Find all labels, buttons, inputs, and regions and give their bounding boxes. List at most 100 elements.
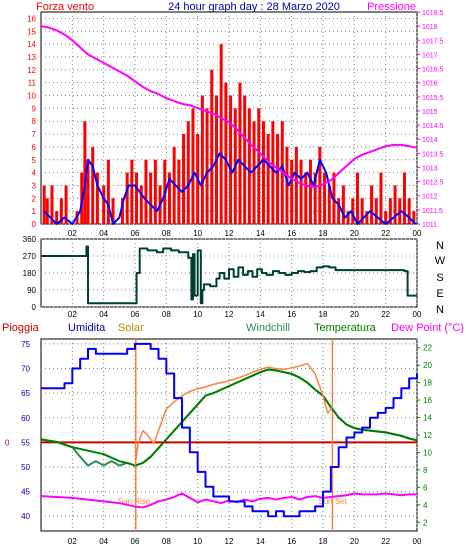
solar-legend: Solar (118, 322, 144, 334)
chart-title: 24 hour graph day : 28 Marzo 2020 (168, 1, 340, 13)
x-tick-label: 12 (225, 310, 234, 319)
pressure-axis-tick-label: 1011.5 (422, 208, 443, 215)
x-tick-label: 06 (131, 310, 140, 319)
humidity-line (41, 342, 418, 518)
wind-axis-tick-label: 4 (32, 169, 37, 178)
temperature-tick-label: 8 (423, 466, 428, 475)
x-tick-label: 00 (413, 537, 422, 546)
wind-axis-tick-label: 3 (32, 181, 37, 190)
pressure-axis-tick-label: 1015.5 (422, 95, 444, 102)
temperature-tick-label: 12 (423, 431, 432, 440)
temperature-line (40, 368, 418, 467)
x-tick-label: 20 (350, 537, 359, 546)
humidity-legend: Umidita (68, 322, 106, 334)
compass-label-w: W (435, 255, 446, 267)
temperature-tick-label: 14 (423, 414, 432, 423)
pressure-axis-tick-label: 1013.5 (422, 151, 444, 158)
wind-direction-line (41, 245, 417, 305)
x-tick-label: 10 (193, 537, 202, 546)
humidity-tick-label: 65 (21, 389, 30, 398)
x-tick-label: 16 (287, 537, 296, 546)
compass-label-n-top: N (436, 240, 444, 252)
x-tick-label: 04 (99, 310, 108, 319)
dewpoint-legend: Dew Point (°C) (391, 322, 464, 334)
pressure-axis-tick-label: 1015 (422, 109, 438, 116)
compass-label-s: S (436, 272, 443, 284)
x-tick-label: 22 (381, 537, 390, 546)
x-tick-label: 10 (193, 229, 202, 238)
x-tick-label: 08 (162, 310, 171, 319)
wind-axis-tick-label: 12 (27, 66, 36, 75)
x-tick-label: 14 (256, 537, 265, 546)
pressure-axis-tick-label: 1014.5 (422, 123, 444, 130)
x-tick-label: 18 (319, 310, 328, 319)
wind-axis-tick-label: 8 (32, 117, 37, 126)
humidity-tick-label: 55 (21, 438, 30, 447)
wind-axis-tick-label: 13 (27, 53, 36, 62)
x-tick-label: 06 (131, 537, 140, 546)
pressure-axis-tick-label: 1016.5 (422, 67, 444, 74)
pressure-label: Pressione (367, 1, 416, 13)
x-tick-label: 14 (256, 229, 265, 238)
wind-axis-tick-label: 6 (32, 143, 37, 152)
pressure-line (40, 25, 418, 189)
x-tick-label: 10 (193, 310, 202, 319)
temperature-tick-label: 2 (423, 518, 428, 527)
wind-axis-tick-label: 2 (32, 194, 37, 203)
wind-axis-tick-label: 15 (27, 27, 36, 36)
pressure-axis-tick-label: 1012.5 (422, 180, 444, 187)
pressure-axis-tick-label: 1013 (422, 165, 438, 172)
wind-strength-label: Forza vento (36, 1, 94, 13)
direction-tick-label: 180 (23, 269, 37, 278)
wind-axis-tick-label: 14 (27, 40, 36, 49)
pressure-axis-tick-label: 1012 (422, 194, 438, 201)
temperature-tick-label: 18 (423, 379, 432, 388)
pressure-axis-tick-label: 1017 (422, 52, 438, 59)
direction-tick-label: 360 (23, 235, 37, 244)
wind-axis-tick-label: 0 (32, 220, 37, 229)
wind-axis-tick-label: 10 (27, 92, 36, 101)
x-tick-label: 20 (350, 310, 359, 319)
x-tick-label: 00 (413, 310, 422, 319)
x-tick-label: 18 (319, 229, 328, 238)
temperature-tick-label: 16 (423, 396, 432, 405)
x-tick-label: 08 (162, 537, 171, 546)
rain-tick-label: 0 (5, 438, 10, 447)
x-tick-label: 04 (99, 537, 108, 546)
x-tick-label: 02 (68, 310, 77, 319)
direction-tick-label: 0 (32, 303, 37, 312)
temperature-tick-label: 6 (423, 483, 428, 492)
humidity-tick-label: 75 (21, 340, 30, 349)
wind-axis-tick-label: 9 (32, 104, 37, 113)
compass-label-e: E (436, 288, 443, 300)
wind-axis-tick-label: 7 (32, 130, 37, 139)
temperature-tick-label: 10 (423, 448, 432, 457)
pressure-axis-tick-label: 1017.5 (422, 38, 444, 45)
x-tick-label: 12 (225, 229, 234, 238)
wind-axis-tick-label: 5 (32, 156, 37, 165)
humidity-tick-label: 40 (21, 512, 30, 521)
compass-label-n-bottom: N (436, 304, 444, 316)
humidity-tick-label: 50 (21, 463, 30, 472)
sunrise-label: Sun Rise (118, 497, 151, 506)
wind-axis-tick-label: 1 (32, 207, 37, 216)
x-tick-label: 02 (68, 229, 77, 238)
x-tick-label: 14 (256, 310, 265, 319)
x-tick-label: 20 (350, 229, 359, 238)
x-tick-label: 08 (162, 229, 171, 238)
pressure-axis-tick-label: 1018 (422, 24, 438, 31)
humidity-tick-label: 70 (21, 365, 30, 374)
wind-axis-tick-label: 11 (28, 79, 37, 88)
direction-tick-label: 90 (27, 286, 36, 295)
x-tick-label: 22 (381, 229, 390, 238)
x-tick-label: 02 (68, 537, 77, 546)
temperature-tick-label: 22 (423, 344, 432, 353)
windchill-legend: Windchill (246, 322, 290, 334)
x-tick-label: 06 (131, 229, 140, 238)
humidity-tick-label: 45 (21, 488, 30, 497)
rain-legend: Pioggia (2, 322, 40, 334)
x-tick-label: 18 (319, 537, 328, 546)
pressure-axis-tick-label: 1018.5 (422, 10, 444, 17)
